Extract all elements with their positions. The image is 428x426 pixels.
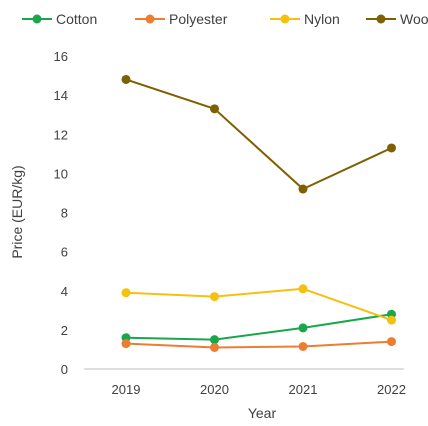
data-point bbox=[298, 284, 308, 294]
legend-label: Wool bbox=[400, 11, 428, 27]
legend-swatch-marker bbox=[280, 14, 290, 24]
series-line bbox=[125, 287, 392, 322]
series-polyester bbox=[121, 337, 396, 352]
data-point bbox=[121, 288, 131, 298]
data-point bbox=[298, 323, 308, 333]
legend-swatch-marker bbox=[145, 14, 155, 24]
data-point bbox=[387, 143, 396, 153]
y-tick-label: 2 bbox=[61, 323, 68, 338]
legend-item-polyester: Polyester bbox=[135, 11, 228, 27]
series-line bbox=[125, 313, 392, 341]
legend-item-nylon: Nylon bbox=[270, 11, 340, 27]
series-wool bbox=[121, 74, 396, 194]
y-tick-label: 4 bbox=[61, 284, 68, 299]
legend-label: Cotton bbox=[56, 11, 97, 27]
x-axis-label: Year bbox=[248, 405, 277, 421]
data-point bbox=[121, 339, 131, 349]
series-nylon bbox=[121, 284, 396, 325]
legend-swatch-marker bbox=[32, 14, 42, 24]
y-axis-ticks: 0 2 4 6 8 10 12 14 16 bbox=[54, 49, 68, 377]
legend-label: Nylon bbox=[304, 11, 340, 27]
data-point bbox=[387, 315, 396, 325]
data-point bbox=[121, 74, 131, 84]
x-tick-label: 2019 bbox=[112, 382, 141, 397]
y-tick-label: 14 bbox=[54, 88, 68, 103]
y-tick-label: 12 bbox=[54, 127, 68, 142]
legend-label: Polyester bbox=[169, 11, 228, 27]
legend: Cotton Polyester Nylon Wool bbox=[22, 11, 428, 27]
x-tick-label: 2022 bbox=[377, 382, 406, 397]
data-point bbox=[210, 342, 219, 352]
x-tick-label: 2020 bbox=[200, 382, 229, 397]
data-point bbox=[298, 184, 308, 194]
data-point bbox=[210, 292, 219, 302]
series-line bbox=[125, 340, 392, 349]
series-line bbox=[125, 78, 392, 191]
legend-item-wool: Wool bbox=[366, 11, 428, 27]
data-point bbox=[298, 342, 308, 352]
data-point bbox=[210, 335, 219, 345]
y-axis-label: Price (EUR/kg) bbox=[9, 165, 25, 258]
data-point bbox=[387, 337, 396, 347]
y-tick-label: 0 bbox=[61, 362, 68, 377]
series-group bbox=[121, 74, 396, 352]
legend-swatch-marker bbox=[376, 14, 386, 24]
y-tick-label: 16 bbox=[54, 49, 68, 64]
series-cotton bbox=[121, 309, 396, 345]
x-tick-label: 2021 bbox=[289, 382, 318, 397]
legend-item-cotton: Cotton bbox=[22, 11, 97, 27]
y-tick-label: 6 bbox=[61, 245, 68, 260]
y-tick-label: 10 bbox=[54, 166, 68, 181]
x-axis-ticks: 2019 2020 2021 2022 bbox=[112, 382, 406, 397]
data-point bbox=[210, 104, 219, 114]
y-tick-label: 8 bbox=[61, 206, 68, 221]
